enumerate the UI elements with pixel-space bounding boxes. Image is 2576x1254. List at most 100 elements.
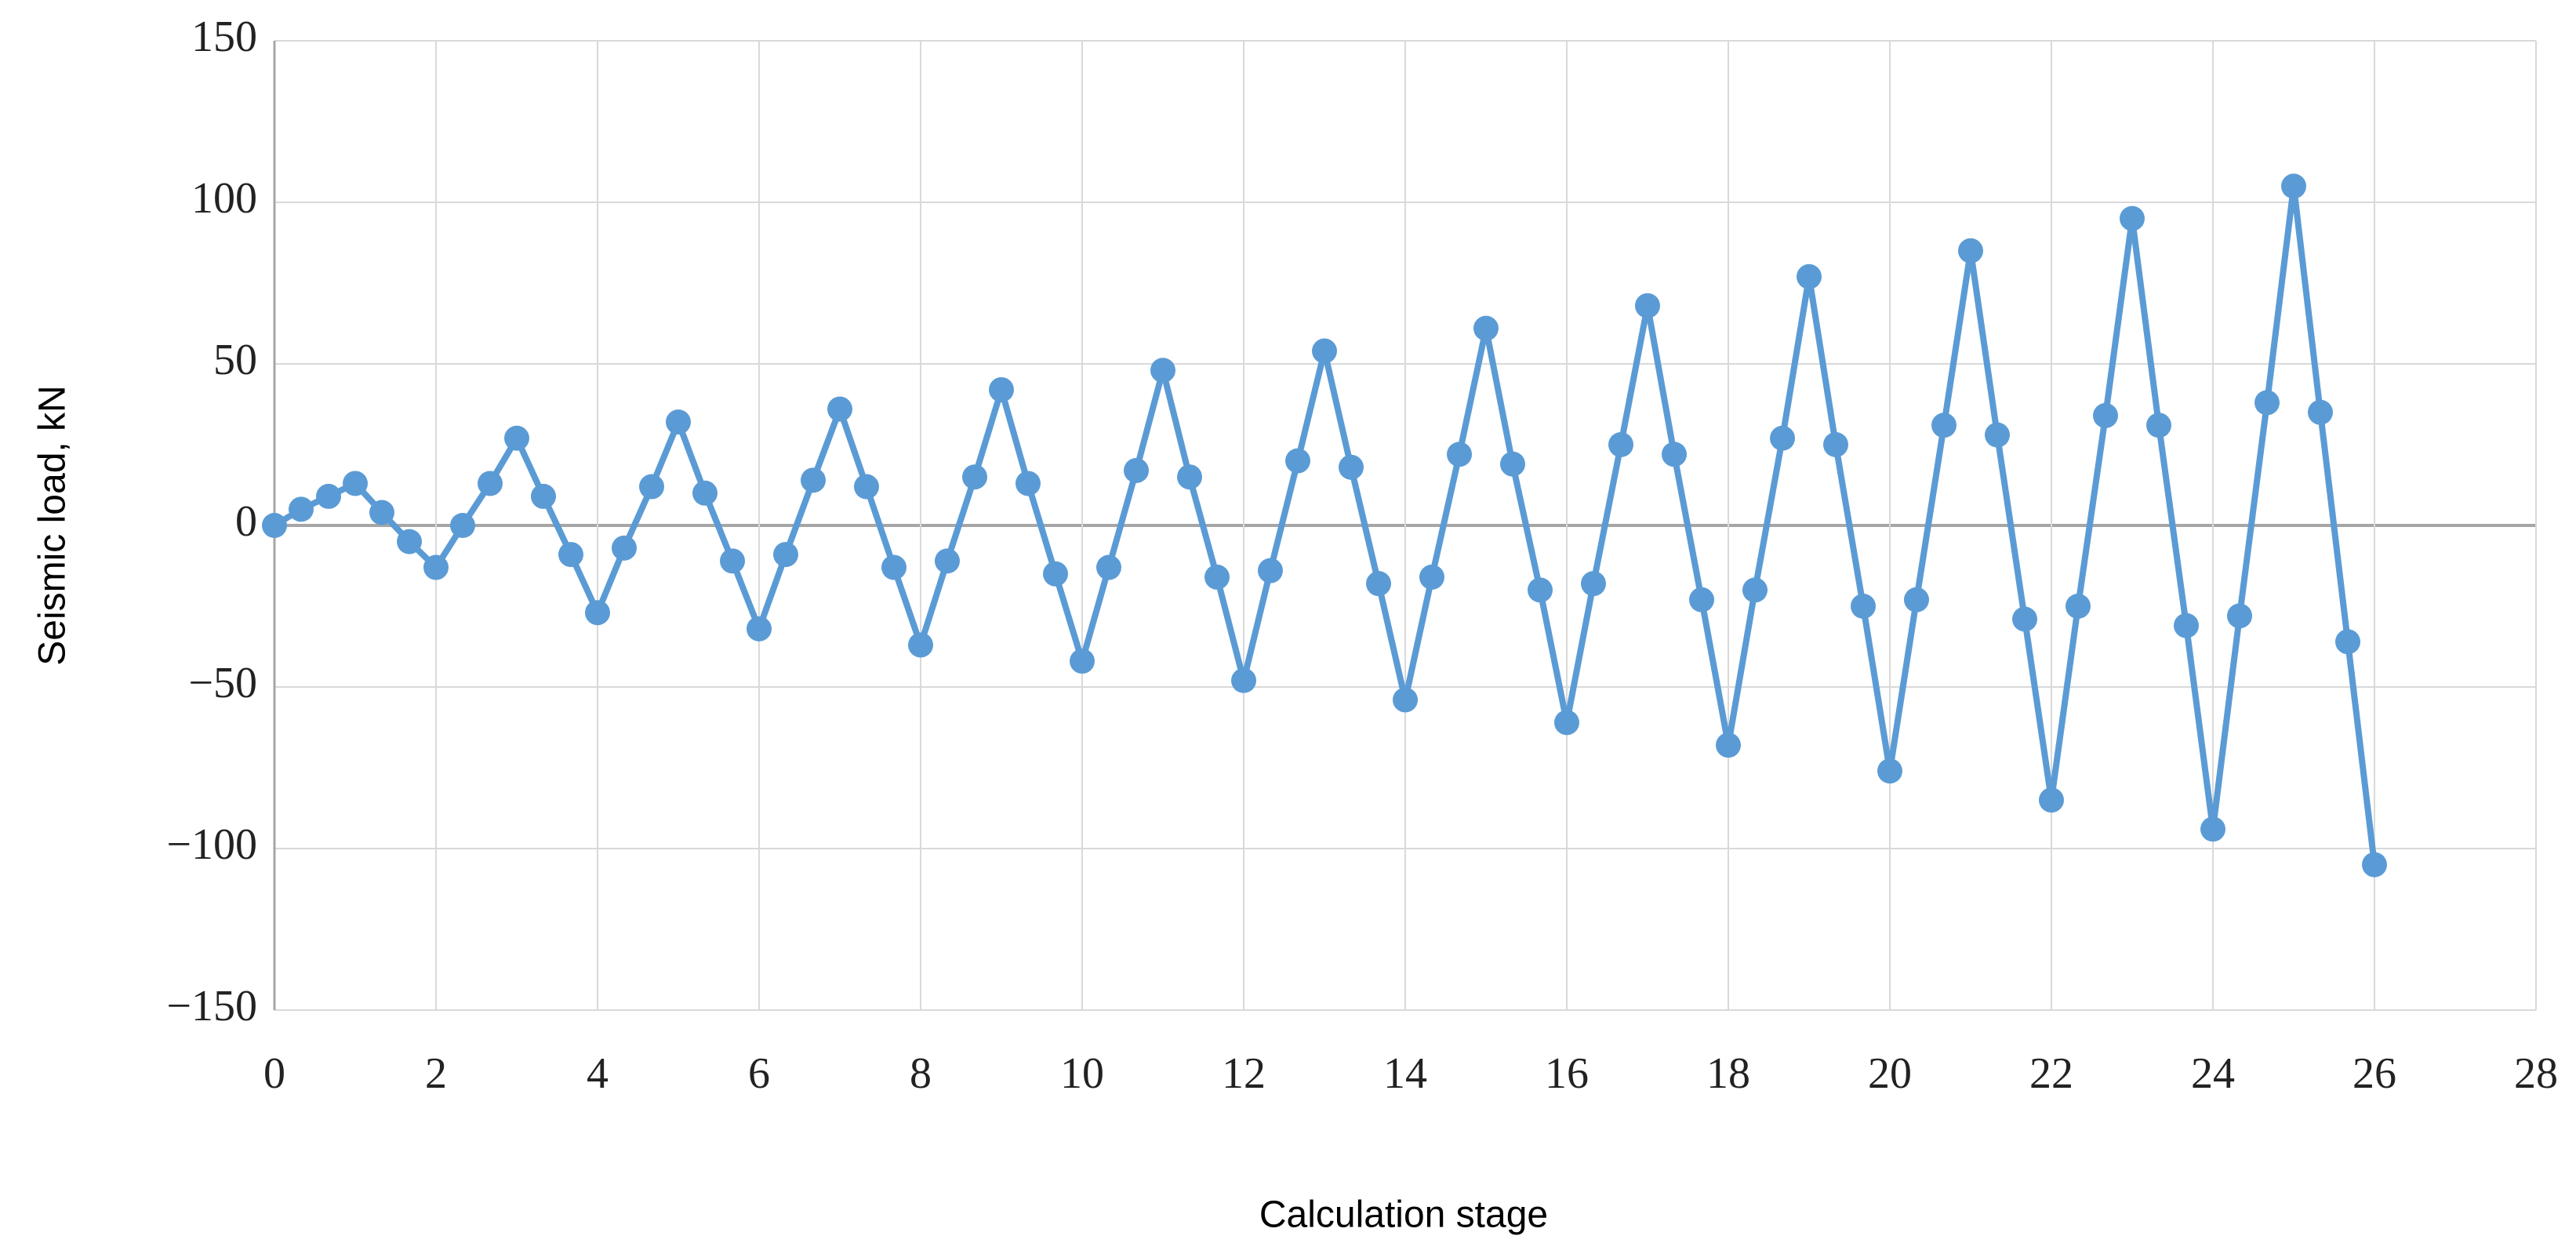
marker [423,554,449,580]
marker [1661,442,1687,467]
marker [2226,603,2252,629]
y-tick-label: 50 [213,336,257,384]
marker [1499,451,1525,477]
marker [585,600,610,626]
x-axis-label: Calculation stage [1259,1194,1548,1236]
y-tick-label: −50 [188,659,257,707]
marker [1257,558,1283,583]
marker [1689,587,1715,612]
marker [2200,816,2225,842]
marker [1473,315,1499,341]
marker [1958,238,1983,264]
marker [1124,457,1150,483]
marker [1366,571,1392,597]
marker [1984,422,2010,448]
marker [1742,577,1768,603]
x-tick-label: 6 [748,1049,770,1098]
marker [2093,402,2119,428]
x-tick-label: 14 [1383,1049,1427,1098]
marker [2335,629,2361,655]
marker [478,471,503,496]
marker [558,542,584,568]
x-tick-label: 16 [1545,1049,1589,1098]
marker [666,409,691,435]
marker [720,548,746,574]
x-tick-label: 10 [1060,1049,1104,1098]
marker [2145,413,2171,438]
marker [2065,594,2091,619]
marker [288,496,314,522]
marker [1554,710,1579,736]
marker [1770,425,1796,451]
marker [1797,264,1822,289]
marker [1608,432,1634,457]
x-tick-label: 26 [2353,1049,2396,1098]
marker [1176,464,1202,490]
marker [962,464,988,490]
marker [2362,852,2387,878]
marker [530,483,556,509]
marker [692,480,718,506]
marker [1312,338,1337,364]
marker [2120,205,2145,231]
marker [1285,448,1311,474]
marker [1419,564,1444,590]
marker [1070,649,1095,674]
y-tick-label: −100 [166,820,257,869]
y-tick-label: 0 [235,497,257,546]
x-tick-label: 24 [2191,1049,2235,1098]
marker [989,376,1014,402]
marker [1095,554,1121,580]
marker [853,474,879,500]
marker [2174,612,2200,638]
marker [1204,564,1230,590]
marker [1580,571,1606,597]
y-axis-label: Seismic load, kN [32,385,74,665]
marker [1822,432,1848,457]
x-tick-label: 28 [2514,1049,2558,1098]
marker [1877,758,1902,784]
y-tick-label: −150 [166,982,257,1030]
marker [2254,390,2280,416]
marker [316,483,342,509]
marker [827,396,852,422]
x-tick-label: 4 [587,1049,609,1098]
marker [2281,173,2306,199]
marker [2307,399,2333,425]
marker [881,554,907,580]
marker [747,616,772,642]
y-tick-label: 100 [191,174,257,223]
marker [908,632,933,658]
marker [504,425,529,451]
x-tick-label: 2 [425,1049,447,1098]
marker [1931,413,1957,438]
y-tick-label: 150 [191,13,257,61]
marker [1635,293,1660,318]
marker [369,500,394,525]
marker [934,548,960,574]
marker [1015,471,1041,496]
marker [1851,594,1877,619]
marker [772,542,798,568]
marker [262,513,287,538]
marker [1903,587,1929,612]
marker [2012,606,2038,632]
marker [639,474,665,500]
marker [1150,358,1175,383]
x-tick-label: 12 [1222,1049,1266,1098]
marker [397,529,423,554]
x-tick-label: 20 [1868,1049,1912,1098]
x-tick-label: 18 [1706,1049,1750,1098]
marker [1393,687,1418,713]
marker [449,513,475,538]
x-tick-label: 8 [910,1049,932,1098]
x-tick-label: 0 [263,1049,285,1098]
marker [801,467,827,493]
x-tick-label: 22 [2029,1049,2073,1098]
marker [1043,561,1069,587]
marker [611,535,637,561]
marker [343,471,368,496]
marker [2039,787,2064,813]
marker [1716,732,1741,758]
